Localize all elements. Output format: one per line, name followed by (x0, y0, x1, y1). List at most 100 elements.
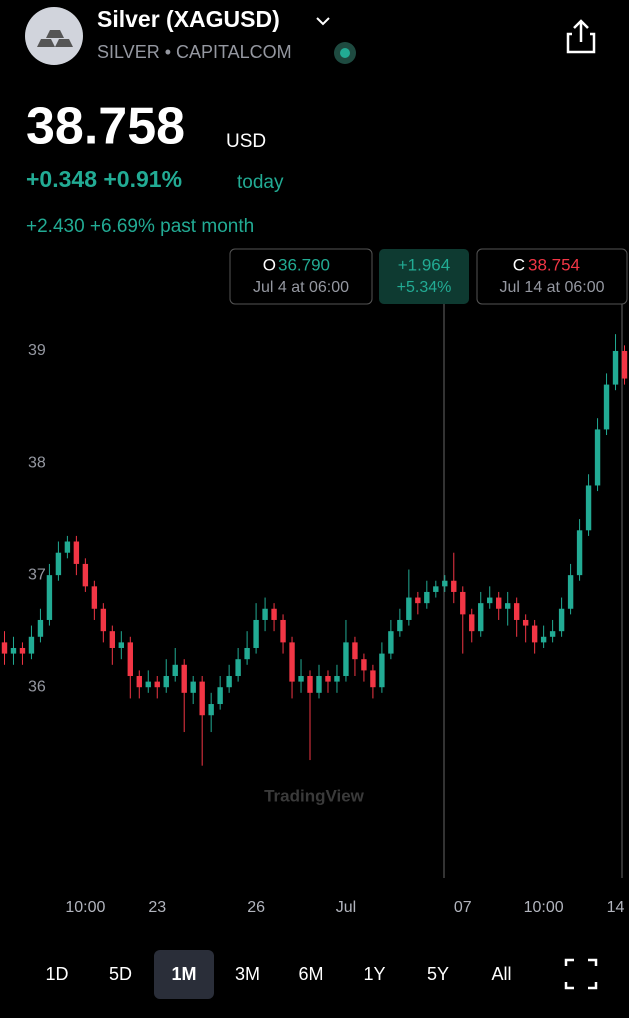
candle-body (442, 580, 448, 587)
share-arrow (573, 19, 589, 42)
x-tick-label: 10:00 (65, 899, 105, 916)
candle-body (325, 676, 331, 682)
range-button[interactable]: 1D (45, 964, 68, 984)
candle-body (64, 541, 71, 553)
y-tick-label: 38 (28, 454, 46, 471)
candle-body (451, 580, 457, 592)
watermark: TradingView (264, 786, 365, 805)
x-tick-label: 07 (454, 899, 472, 916)
candles (1, 334, 628, 766)
symbol-title[interactable]: Silver (XAGUSD) (97, 6, 280, 32)
candle-body (127, 642, 133, 677)
price: 38.758 (26, 98, 185, 156)
candle-body (487, 597, 493, 604)
candle-body (100, 608, 107, 632)
symbol-icon[interactable] (25, 7, 83, 65)
candle-body (109, 631, 116, 648)
candle-body (145, 681, 151, 688)
range-button[interactable]: 5D (109, 964, 132, 984)
candle-body (334, 676, 340, 682)
range-button[interactable]: 1M (171, 964, 196, 984)
range-button[interactable]: 3M (235, 964, 260, 984)
candle-body (91, 586, 98, 609)
candle-body (37, 619, 44, 637)
candle-body (621, 350, 628, 379)
candle-body (352, 642, 358, 660)
y-tick-label: 36 (28, 678, 46, 695)
today-label: today (237, 172, 284, 193)
candle-body (513, 603, 520, 620)
candle-body (379, 653, 385, 688)
status-dot (340, 48, 350, 58)
candle-body (388, 631, 394, 654)
candle-body (531, 625, 538, 643)
candle-body (460, 591, 466, 615)
fullscreen-icon (564, 958, 598, 990)
candle-body (136, 676, 142, 688)
candle-body (262, 608, 268, 620)
open-time: Jul 4 at 06:00 (253, 279, 349, 296)
dropdown-arrow[interactable] (316, 17, 330, 26)
candle-body (298, 676, 304, 682)
candle-body (253, 619, 259, 648)
candle-body (280, 619, 286, 643)
candle-body (208, 704, 214, 716)
close-time: Jul 14 at 06:00 (500, 279, 605, 296)
candle-body (199, 681, 205, 716)
open-tooltip (229, 248, 373, 305)
range-button[interactable]: 1Y (363, 964, 385, 984)
candle-body (19, 647, 26, 654)
candle-body (478, 603, 484, 632)
candle-body (289, 642, 295, 682)
candle-body (316, 676, 322, 693)
candle-body (55, 552, 62, 576)
open-value: 36.790 (278, 255, 330, 274)
candle-body (603, 384, 610, 430)
candle-body (10, 647, 17, 654)
close-value: 38.754 (528, 255, 580, 274)
x-tick-label: 10:00 (524, 899, 564, 916)
share-button[interactable] (566, 19, 596, 54)
close-tooltip (476, 248, 628, 305)
candle-body (567, 575, 574, 609)
candle-body (540, 636, 547, 643)
candle-body (235, 659, 241, 677)
range-button[interactable]: All (491, 964, 511, 984)
candle-body (181, 664, 187, 693)
fullscreen-button[interactable] (564, 958, 598, 990)
x-tick-label: 23 (148, 899, 166, 916)
change-month: +2.430 +6.69% past month (26, 216, 254, 237)
candle-body (271, 608, 277, 620)
candle-body (522, 619, 529, 626)
icon-bars (37, 30, 73, 47)
candle-body (163, 676, 169, 688)
candle-body (343, 642, 349, 677)
candle-body (397, 619, 403, 632)
range-button[interactable]: 6M (298, 964, 323, 984)
candle-body (504, 603, 511, 609)
candle-body (154, 681, 160, 688)
candle-body (307, 676, 313, 693)
candle-body (576, 530, 583, 576)
candle-body (244, 647, 250, 660)
candle-body (361, 659, 367, 671)
candle-body (612, 350, 619, 385)
close-letter: C (513, 255, 525, 274)
candle-body (594, 429, 601, 486)
candle-body (1, 642, 8, 654)
symbol-subtitle: SILVER • CAPITALCOM (97, 42, 292, 62)
candle-body (217, 687, 223, 705)
candle-body (370, 670, 376, 688)
diff-tooltip (379, 249, 469, 304)
diff-percent: +5.34% (397, 279, 452, 296)
candle-body (496, 597, 502, 609)
range-button[interactable]: 5Y (427, 964, 449, 984)
candle-body (558, 608, 565, 632)
currency: USD (226, 131, 266, 152)
candle-body (73, 541, 80, 564)
candle-body (172, 664, 178, 677)
change-today: +0.348 +0.91% (26, 166, 182, 192)
y-tick-label: 39 (28, 342, 46, 359)
